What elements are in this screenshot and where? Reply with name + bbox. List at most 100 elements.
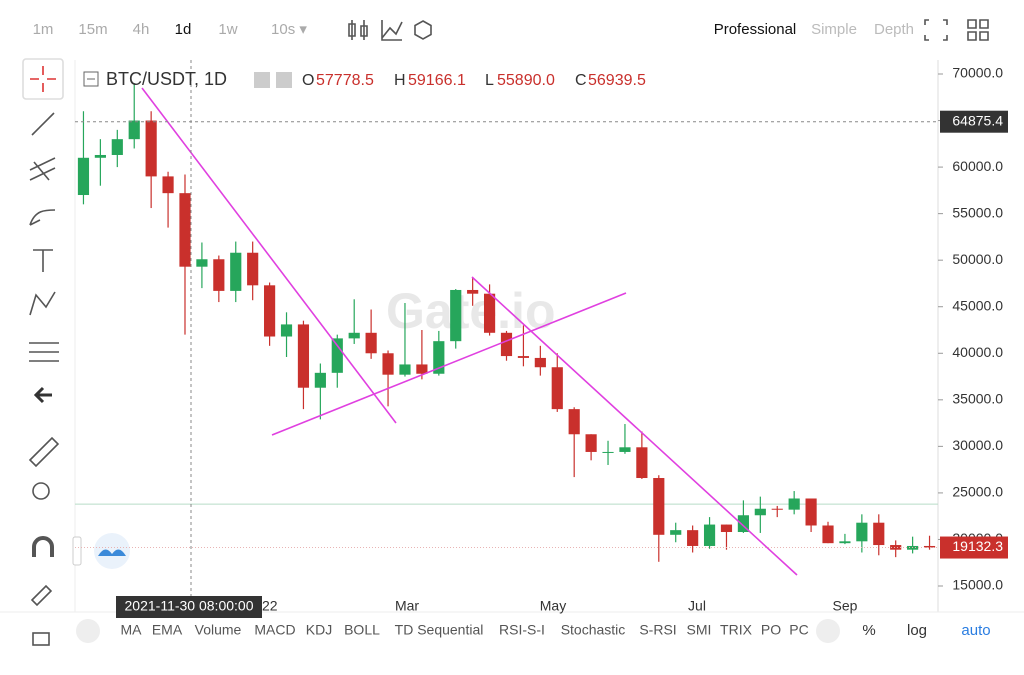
candle-body [500, 332, 513, 357]
interval-button[interactable]: 1m [33, 21, 54, 38]
y-tick-label: 70000.0 [952, 65, 1003, 81]
candle-body [213, 259, 225, 291]
trend-line [471, 276, 798, 576]
line-tool[interactable] [31, 112, 55, 136]
y-tick-label: 30000.0 [952, 437, 1003, 453]
crosshair-price-box [940, 110, 1008, 133]
candle-body [314, 372, 326, 388]
candle-body [399, 364, 411, 375]
indicator-button[interactable]: MA [121, 622, 143, 638]
candle-body [839, 541, 851, 544]
scroll-right[interactable] [816, 619, 840, 643]
indicator-button[interactable]: SMI [687, 622, 712, 638]
interval-button[interactable]: 1d [175, 21, 192, 38]
back-tool[interactable] [33, 386, 52, 404]
logo-wave [98, 549, 126, 556]
layout-icon[interactable] [967, 19, 989, 41]
l-value: 55890.0 [497, 72, 555, 89]
c-value: 56939.5 [588, 72, 646, 89]
indicator-button[interactable]: KDJ [306, 622, 332, 638]
crosshair-tool[interactable] [22, 58, 64, 100]
candle-body [805, 498, 817, 526]
candle-body [568, 409, 580, 435]
candle-body [467, 289, 479, 294]
scale-option[interactable]: auto [961, 622, 990, 639]
y-tick-label: 45000.0 [952, 297, 1003, 313]
h-label: H [394, 72, 406, 89]
candle-body [585, 434, 597, 452]
candle-body [297, 324, 310, 388]
candle-body [230, 252, 242, 291]
interval-button[interactable]: 15m [78, 21, 107, 38]
measure-tool[interactable] [29, 342, 59, 362]
trend-line [271, 292, 627, 436]
candle-body [670, 530, 682, 535]
indicator-button[interactable]: RSI-S-I [499, 622, 545, 638]
x-tick-label: Mar [395, 598, 419, 614]
candle-icon[interactable] [348, 20, 368, 40]
y-tick-label: 40000.0 [952, 344, 1003, 360]
indicator-button[interactable]: Stochastic [561, 622, 626, 638]
indicator-button[interactable]: TRIX [720, 622, 753, 638]
lock-tool[interactable] [32, 632, 50, 646]
brush-tool[interactable] [29, 209, 56, 226]
indicator-icon[interactable] [381, 20, 403, 41]
indicator-button[interactable]: TD Sequential [395, 622, 484, 638]
indicator-button[interactable]: PC [789, 622, 808, 638]
scale-option[interactable]: log [907, 622, 927, 639]
indicator-button[interactable]: S-RSI [639, 622, 676, 638]
candle-body [517, 356, 530, 358]
o-label: O [302, 72, 314, 89]
candle-body [602, 451, 614, 453]
magnet-tool[interactable] [32, 536, 54, 557]
indicator-button[interactable]: MACD [254, 622, 295, 638]
candle-body [636, 447, 648, 479]
candle-body [873, 522, 885, 546]
indicator-button[interactable]: PO [761, 622, 781, 638]
collapse-legend[interactable] [83, 71, 99, 87]
eye-button[interactable] [254, 72, 270, 88]
candle-body [382, 353, 394, 375]
crosshair-time: 2021-11-30 08:00:00 [125, 598, 254, 614]
candle-body [145, 120, 157, 177]
y-tick-label: 15000.0 [952, 577, 1003, 593]
candle-body [754, 508, 766, 516]
pattern-tool[interactable] [29, 291, 56, 316]
ohlc: O 57778.5 H 59166.1 L 55890.0 C 56939.5 [302, 72, 646, 89]
view-button[interactable]: Professional [714, 21, 797, 38]
crosshair-icon [30, 66, 56, 92]
interval-button[interactable]: 4h [133, 21, 150, 38]
interval-button[interactable]: 10s ▾ [271, 21, 307, 38]
view-button[interactable]: Depth [874, 21, 914, 38]
collapse-button[interactable] [72, 536, 82, 566]
candle-body [280, 324, 293, 337]
channel-tool[interactable] [29, 157, 56, 181]
ruler-tool[interactable] [28, 436, 60, 468]
y-tick-label: 50000.0 [952, 251, 1003, 267]
candle-body [77, 157, 90, 196]
gear-button[interactable] [276, 72, 292, 88]
logo-badge [94, 533, 130, 569]
view-button[interactable]: Simple [811, 21, 857, 38]
indicator-button[interactable]: EMA [152, 622, 183, 638]
candle-body [923, 545, 936, 548]
y-tick-label: 55000.0 [952, 204, 1003, 220]
indicator-button[interactable]: Volume [195, 622, 242, 638]
trend-line [141, 87, 397, 424]
scroll-left[interactable] [76, 619, 100, 643]
candle-body [264, 285, 276, 337]
fullscreen-icon[interactable] [924, 19, 948, 41]
lock-draw-tool[interactable] [30, 584, 53, 607]
candle-body [551, 367, 563, 410]
plot: Nov2022MarMayJulSep [75, 83, 938, 614]
interval-button[interactable]: 1w [218, 21, 237, 38]
text-tool[interactable] [33, 249, 53, 272]
zoom-tool[interactable] [32, 482, 50, 500]
candle-body [619, 447, 631, 452]
settings-icon[interactable] [414, 20, 432, 40]
drawings [141, 87, 798, 576]
scale-option[interactable]: % [862, 622, 875, 639]
h-value: 59166.1 [408, 72, 466, 89]
indicator-button[interactable]: BOLL [344, 622, 380, 638]
crosshair-price: 64875.4 [952, 112, 1003, 128]
